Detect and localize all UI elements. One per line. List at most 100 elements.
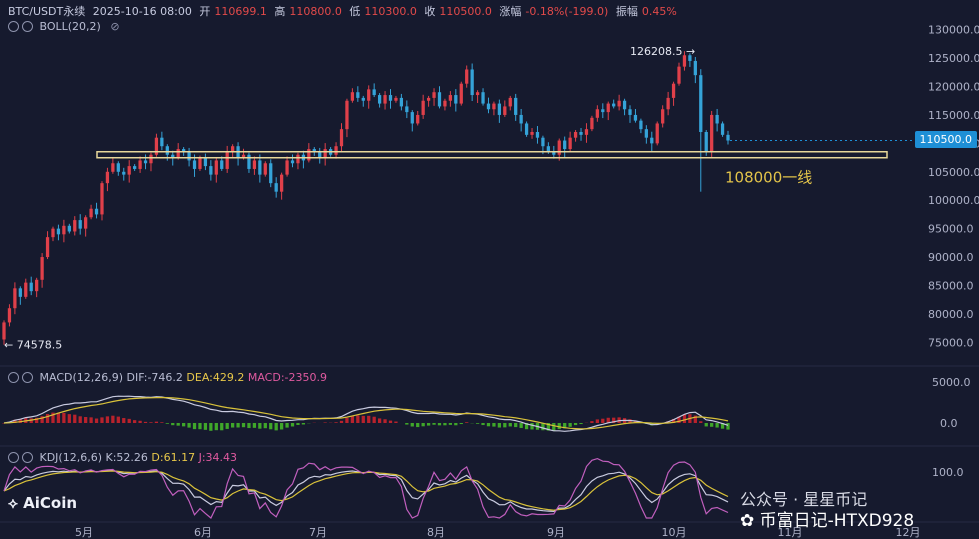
candle-body <box>704 132 708 152</box>
candle-body <box>154 137 159 155</box>
watermark-account: 公众号 · 星星币记 <box>740 490 868 509</box>
candle-body <box>111 163 115 172</box>
collapse-icon[interactable] <box>8 452 19 463</box>
symbol-label: BTC/USDT永续 <box>8 5 86 18</box>
macd-bar <box>339 420 344 423</box>
macd-bar <box>699 421 703 423</box>
macd-bar <box>285 423 289 428</box>
candle-body <box>143 160 148 164</box>
price-tick-label: 120000.0 <box>928 81 979 94</box>
candle-body <box>51 228 55 238</box>
macd-bar <box>459 423 463 425</box>
settings-icon[interactable] <box>22 372 33 383</box>
macd-bar <box>590 421 594 423</box>
candle-body <box>94 208 99 215</box>
price-tick-label: 130000.0 <box>928 24 979 37</box>
low-label: 低 <box>349 5 361 18</box>
macd-bar <box>78 416 82 423</box>
candle-body <box>29 282 33 292</box>
candle-body <box>394 97 398 101</box>
candle-body <box>677 66 681 84</box>
candle-body <box>67 225 71 232</box>
candle-body <box>258 160 262 175</box>
macd-bar <box>252 423 257 428</box>
candle-body <box>198 157 202 169</box>
eye-icon[interactable]: ⊘ <box>110 20 120 33</box>
macd-bar <box>51 412 55 423</box>
settings-icon[interactable] <box>22 452 33 463</box>
candle-body <box>209 166 213 175</box>
collapse-icon[interactable] <box>8 21 19 32</box>
candle-body <box>503 106 507 115</box>
macd-dif: DIF:-746.2 <box>126 371 183 384</box>
candle-body <box>552 151 556 155</box>
macd-bar <box>171 423 175 426</box>
macd-bar <box>465 422 469 423</box>
macd-bar <box>89 417 93 423</box>
macd-bar <box>269 423 273 430</box>
macd-bar <box>410 423 414 427</box>
macd-bar <box>541 423 545 431</box>
candle-body <box>187 151 191 161</box>
settings-icon[interactable] <box>22 21 33 32</box>
candle-body <box>225 151 229 169</box>
macd-bar <box>73 414 77 423</box>
watermark-id: ✿ 币富日记-HTXD928 <box>740 506 914 531</box>
price-tick-label: 105000.0 <box>928 166 979 179</box>
close-label: 收 <box>424 5 436 18</box>
macd-bar <box>437 423 442 426</box>
candle-body <box>383 95 387 104</box>
candle-body <box>361 97 365 101</box>
candle-body <box>633 114 638 121</box>
candle-body <box>377 95 382 104</box>
candle-body <box>448 95 453 101</box>
boll-legend[interactable]: BOLL(20,2) ⊘ <box>8 20 120 33</box>
macd-bar <box>394 421 398 423</box>
macd-bar <box>710 423 714 427</box>
candle-body <box>508 97 512 107</box>
candle-body <box>486 103 491 110</box>
macd-bar <box>35 417 39 423</box>
macd-bar <box>514 423 518 428</box>
macd-bar <box>426 423 431 426</box>
macd-bar <box>448 423 453 425</box>
candle-body <box>720 123 725 135</box>
price-tick-label: 80000.0 <box>928 308 974 321</box>
candle-body <box>524 123 529 135</box>
macd-bar <box>595 419 599 423</box>
macd-bar <box>606 417 610 423</box>
kdj-tick-label: 100.0 <box>932 466 964 479</box>
kdj-j: J:34.43 <box>198 451 238 464</box>
time-tick-label: 9月 <box>547 526 565 539</box>
macd-tick-label: 5000.0 <box>932 376 971 389</box>
macd-bar <box>296 423 300 426</box>
candle-body <box>2 322 6 340</box>
macd-bar <box>573 423 578 426</box>
macd-bar <box>122 418 126 423</box>
kdj-legend[interactable]: KDJ(12,6,6) K:52.26 D:61.17 J:34.43 <box>8 451 237 464</box>
candle-body <box>345 100 349 130</box>
boll-label: BOLL(20,2) <box>39 20 101 33</box>
macd-bar <box>704 423 708 427</box>
change-value: -0.18%(-199.0) <box>525 5 609 18</box>
candle-body <box>247 154 251 169</box>
macd-tick-label: 0.0 <box>940 417 958 430</box>
candle-body <box>606 103 610 113</box>
candle-body <box>214 160 218 175</box>
high-label: 高 <box>274 5 286 18</box>
datetime-label: 2025-10-16 08:00 <box>92 5 192 18</box>
kdj-k-line <box>3 469 729 513</box>
collapse-icon[interactable] <box>8 372 19 383</box>
candle-body <box>323 149 327 158</box>
candle-body <box>356 92 360 98</box>
candle-body <box>699 75 703 132</box>
macd-legend[interactable]: MACD(12,26,9) DIF:-746.2 DEA:429.2 MACD:… <box>8 371 327 384</box>
macd-dea: DEA:429.2 <box>186 371 245 384</box>
macd-bar <box>247 423 251 429</box>
current-price-tag: 110500.0 <box>914 131 977 148</box>
macd-bar <box>367 415 371 423</box>
candle-body <box>241 154 246 158</box>
macd-bar <box>432 423 436 425</box>
candle-body <box>454 95 458 104</box>
macd-bar <box>263 423 267 429</box>
